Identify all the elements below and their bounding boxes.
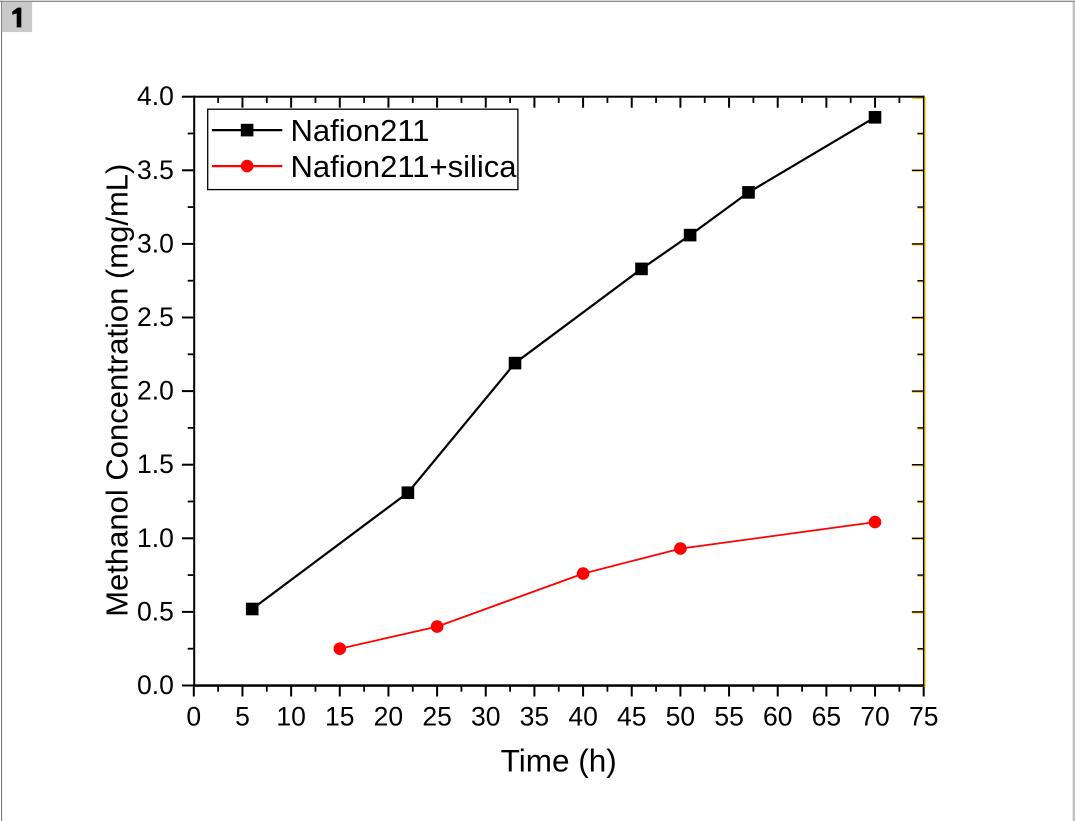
svg-text:Nafion211+silica: Nafion211+silica [291, 149, 518, 184]
svg-text:35: 35 [520, 701, 549, 731]
svg-text:40: 40 [568, 701, 597, 731]
svg-text:Time (h): Time (h) [501, 742, 617, 778]
svg-text:1.5: 1.5 [137, 449, 174, 479]
svg-text:25: 25 [422, 701, 451, 731]
svg-text:75: 75 [909, 701, 938, 731]
svg-text:65: 65 [812, 701, 841, 731]
svg-text:20: 20 [374, 701, 403, 731]
svg-text:2.5: 2.5 [137, 302, 174, 332]
svg-text:45: 45 [617, 701, 646, 731]
svg-text:3.0: 3.0 [137, 228, 174, 258]
svg-text:10: 10 [276, 701, 305, 731]
svg-text:2.0: 2.0 [137, 376, 174, 406]
svg-text:3.5: 3.5 [137, 155, 174, 185]
svg-text:70: 70 [860, 701, 889, 731]
svg-text:55: 55 [714, 701, 743, 731]
svg-text:5: 5 [235, 701, 250, 731]
svg-text:0.0: 0.0 [137, 670, 174, 700]
svg-text:Nafion211: Nafion211 [291, 113, 430, 148]
svg-text:0.5: 0.5 [137, 596, 174, 626]
svg-text:15: 15 [325, 701, 354, 731]
svg-text:1.0: 1.0 [137, 523, 174, 553]
svg-text:30: 30 [471, 701, 500, 731]
svg-text:50: 50 [666, 701, 695, 731]
svg-text:0: 0 [186, 701, 201, 731]
svg-text:60: 60 [763, 701, 792, 731]
svg-text:4.0: 4.0 [137, 81, 174, 111]
svg-text:Methanol Concentration (mg/mL): Methanol Concentration (mg/mL) [99, 164, 134, 617]
